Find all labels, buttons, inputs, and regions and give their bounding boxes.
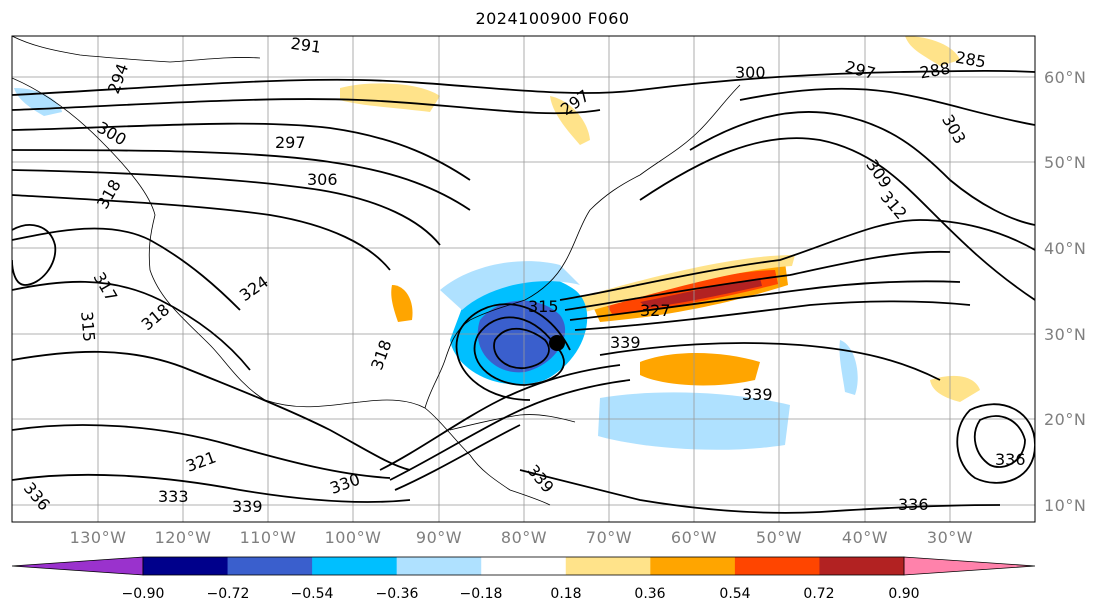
contour-label: 297: [275, 133, 306, 152]
lat-label: 20°N: [1044, 410, 1087, 429]
colorbar-bin: [396, 557, 482, 575]
lon-label: 120°W: [154, 528, 212, 547]
colorbar-tick-label: 0.36: [634, 586, 666, 602]
lon-label: 100°W: [324, 528, 382, 547]
colorbar-tick-label: 0.90: [888, 586, 920, 602]
contour-label: 306: [307, 170, 338, 189]
lon-label: 110°W: [239, 528, 297, 547]
lon-label: 50°W: [755, 528, 803, 547]
shaded-region-yellow-5: [930, 375, 980, 402]
lon-label: 130°W: [69, 528, 127, 547]
lat-label: 50°N: [1044, 153, 1087, 172]
contour-label: 333: [158, 487, 189, 506]
colorbar-bins: [143, 557, 905, 575]
contour-label: 339: [742, 385, 773, 404]
shaded-region-lightblue: [440, 261, 580, 310]
lat-label: 10°N: [1044, 496, 1087, 515]
lon-label: 40°W: [841, 528, 889, 547]
colorbar-frame: [142, 556, 905, 576]
colorbar-bin: [481, 557, 567, 575]
colorbar-bin: [565, 557, 651, 575]
shaded-region-orange-3: [391, 285, 413, 322]
shaded-region-yellow: [570, 255, 795, 312]
colorbar-tick-label: −0.36: [375, 586, 419, 602]
lat-label: 40°N: [1044, 239, 1087, 258]
shaded-region-yellow-3: [550, 96, 590, 145]
colorbar-tick-label: −0.72: [206, 586, 250, 602]
colorbar-tick-label: 0.54: [719, 586, 751, 602]
contour-label: 336: [995, 450, 1026, 469]
contour-label: 315: [528, 297, 559, 316]
colorbar-tick-label: −0.18: [459, 586, 503, 602]
colorbar-bin: [650, 557, 736, 575]
lon-label: 30°W: [926, 528, 974, 547]
colorbar-tick-label: −0.90: [121, 586, 165, 602]
coastlines: [12, 36, 741, 506]
graticule: [12, 36, 1035, 522]
colorbar-tick-label: 0.18: [550, 586, 582, 602]
lat-label: 30°N: [1044, 325, 1087, 344]
colorbar-extend-low: [11, 556, 144, 576]
map-frame: [11, 35, 1036, 523]
colorbar-tick-label: −0.54: [290, 586, 334, 602]
shaded-field-layer: [14, 36, 980, 450]
contour-label: 336: [898, 495, 929, 514]
contour-label: 315: [77, 311, 99, 343]
contour-lines: [12, 69, 1035, 514]
shaded-region-yellow-2: [340, 83, 440, 112]
lon-label: 90°W: [415, 528, 463, 547]
contour-label: 291: [290, 34, 323, 57]
colorbar-tick-label: 0.72: [803, 586, 835, 602]
lon-label: 80°W: [500, 528, 548, 547]
colorbar-extend-high: [903, 556, 1036, 576]
chart-title: 2024100900 F060: [475, 9, 630, 28]
contour-label: 339: [232, 497, 263, 516]
shaded-region-lightblue-4: [839, 340, 858, 395]
colorbar-bin: [819, 557, 905, 575]
colorbar-bin: [143, 557, 229, 575]
colorbar-bin: [734, 557, 820, 575]
colorbar-bin: [227, 557, 313, 575]
colorbar-bin: [312, 557, 398, 575]
lat-label: 60°N: [1044, 68, 1087, 87]
colorbar: [11, 556, 1036, 576]
shaded-region-yellow-4: [905, 36, 960, 66]
lon-label: 70°W: [585, 528, 633, 547]
lon-label: 60°W: [670, 528, 718, 547]
shaded-region-darkred: [640, 278, 762, 308]
contour-label: 339: [610, 333, 641, 352]
storm-center-marker: [549, 335, 565, 351]
contour-label: 300: [735, 63, 766, 82]
shaded-region-orange-2: [640, 353, 760, 386]
contour-label: 327: [640, 301, 671, 320]
